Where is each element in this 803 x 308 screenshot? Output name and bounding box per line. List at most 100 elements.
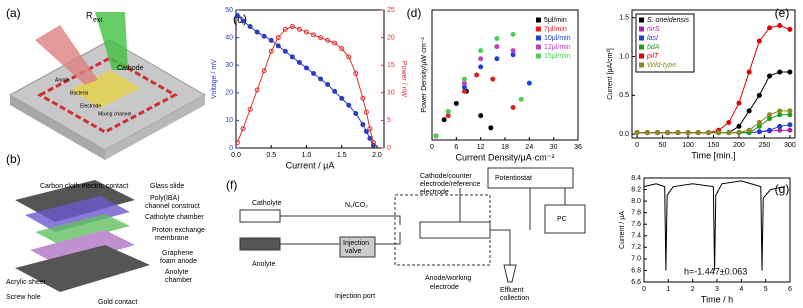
data-point [756, 38, 762, 44]
wires [459, 188, 566, 230]
data-point [494, 35, 500, 41]
y-axis-label: Current / μA [619, 211, 626, 249]
data-point [461, 76, 467, 82]
y-tick-label: 1.5 [619, 15, 629, 22]
data-point [311, 32, 317, 38]
data-point [478, 64, 484, 70]
data-point [746, 69, 752, 75]
data-point [510, 52, 516, 58]
panel-label: (e) [775, 6, 790, 20]
data-point [268, 37, 274, 43]
data-point [705, 130, 711, 136]
legend-label: 7μl/min [544, 26, 567, 33]
data-point [261, 33, 267, 39]
label: Effluent [500, 287, 524, 294]
panel-label: (d) [407, 6, 422, 20]
vial [503, 264, 517, 283]
x-tick-label: 6 [788, 286, 792, 293]
data-point [433, 133, 439, 139]
x-tick-label: 1.0 [302, 152, 312, 159]
y-tick-label: 0.5 [619, 92, 629, 99]
x-tick-label: 50 [659, 142, 667, 149]
y-axis-label: Current [μA/cm²] [607, 48, 614, 100]
data-point [726, 119, 732, 125]
label: Carbon cloth electric contact [40, 183, 128, 190]
label: Injection [343, 240, 369, 247]
data-point [510, 105, 516, 110]
panel-label: (g) [775, 182, 790, 196]
legend-label: 15μl/min [544, 53, 571, 60]
x-tick-label: 5 [764, 286, 768, 293]
data-point [254, 29, 260, 35]
data-point [510, 48, 516, 54]
x-tick-label: 12 [477, 144, 485, 151]
data-point [726, 130, 732, 136]
data-point [353, 70, 359, 76]
label: collection [500, 295, 529, 302]
data-point [767, 73, 773, 79]
layer [15, 245, 150, 292]
legend-swatch [536, 44, 541, 50]
legend-label: S. oneidensis [647, 17, 690, 24]
legend-swatch [536, 35, 541, 41]
data-point [275, 43, 281, 49]
data-point [441, 117, 447, 123]
y-tick-label: 0.0 [619, 131, 629, 138]
data-point [736, 130, 742, 136]
label: Anolyte [252, 261, 275, 268]
data-point [736, 123, 742, 129]
panel-label: (c) [233, 12, 247, 26]
x-tick-label: 1 [666, 286, 670, 293]
label: Anode/working [425, 275, 471, 282]
x-axis-label: Current / μA [286, 160, 335, 170]
data-point [634, 130, 640, 136]
legend-swatch [536, 26, 541, 32]
label: electrode [430, 284, 459, 291]
x-tick-label: 30 [550, 144, 558, 151]
data-point [665, 130, 671, 136]
data-point [353, 111, 359, 116]
layer [25, 196, 130, 232]
data-point [360, 122, 366, 128]
label: Catholyte [252, 200, 282, 207]
data-point [478, 48, 484, 54]
y2-tick-label: 5 [387, 117, 391, 124]
legend-swatch [639, 44, 644, 50]
label: Anode [55, 77, 70, 83]
data-point [488, 125, 494, 131]
data-point [311, 70, 317, 76]
y-tick-label: 8.0 [631, 198, 641, 205]
data-point [360, 95, 366, 101]
x-tick-label: 18 [501, 144, 509, 151]
y2-tick-label: 25 [387, 7, 395, 14]
y-axis-label: Voltage / mV [211, 59, 218, 99]
legend-label: lasI [647, 35, 658, 42]
panel-a: (a) R ext Cathode Anode Bacteria Electro… [6, 6, 207, 160]
label: Anolyte [165, 269, 188, 276]
x-tick-label: 24 [525, 144, 533, 151]
valve [339, 236, 376, 258]
x-tick-label: 0 [635, 142, 639, 149]
label: Screw hole [6, 294, 41, 301]
tube [95, 12, 128, 70]
data-point [777, 108, 783, 114]
data-point [736, 100, 742, 106]
data-point [756, 119, 762, 125]
syringe [239, 237, 281, 251]
data-point [282, 48, 288, 54]
data-point [756, 129, 762, 135]
y-axis-label: Power Density/μW·cm⁻² [421, 37, 428, 113]
data-point [303, 29, 309, 35]
data-point [777, 123, 783, 129]
y-tick-label: 7.4 [631, 233, 641, 240]
label: electrode [420, 189, 449, 196]
data-point [746, 127, 752, 133]
legend-swatch [639, 17, 644, 23]
data-point [325, 82, 331, 88]
layer [35, 214, 130, 245]
label: Graphene [162, 250, 193, 257]
data-point [787, 122, 793, 128]
y-tick-label: 6.8 [631, 267, 641, 274]
layer [30, 230, 135, 266]
